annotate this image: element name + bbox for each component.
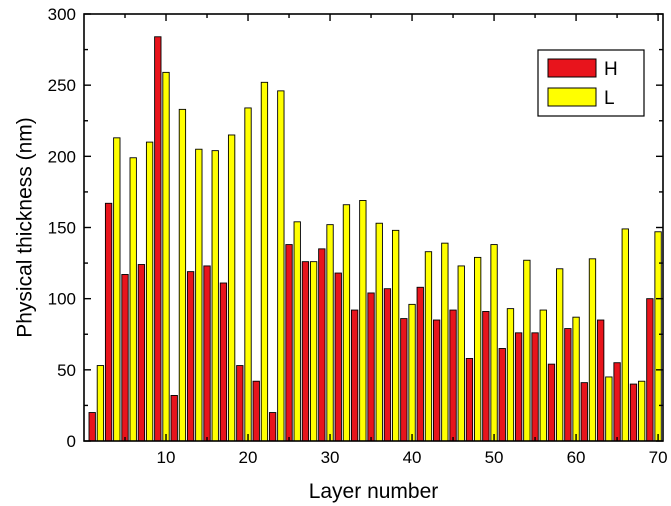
bar-l-layer-42	[424, 251, 433, 442]
bar-l-layer-20	[244, 107, 252, 442]
bar-l-layer-14	[195, 148, 203, 442]
bar-h-layer-25	[285, 244, 293, 442]
bar-h-layer-31	[334, 272, 342, 442]
bar-h-layer-55	[531, 332, 539, 442]
bar-h-layer-35	[367, 292, 375, 442]
bar-h-layer-5	[121, 274, 129, 442]
y-tick-label: 200	[48, 147, 76, 166]
bar-h-layer-15	[203, 265, 211, 442]
bar-l-layer-54	[523, 259, 531, 442]
bar-l-layer-68	[638, 380, 646, 442]
bar-h-layer-33	[350, 309, 359, 442]
bar-h-layer-19	[236, 365, 244, 442]
bar-l-layer-38	[391, 229, 400, 442]
bar-l-layer-4	[113, 137, 121, 442]
bar-h-layer-17	[219, 282, 228, 442]
bar-l-layer-40	[408, 303, 416, 442]
bar-l-layer-28	[309, 261, 318, 442]
y-tick-label: 150	[48, 219, 76, 238]
x-tick-label: 30	[321, 448, 340, 467]
bar-l-layer-12	[178, 108, 187, 442]
bar-l-layer-56	[539, 309, 547, 442]
bar-h-layer-29	[318, 248, 326, 442]
bar-l-layer-8	[145, 141, 154, 442]
bar-l-layer-50	[490, 244, 498, 442]
legend-swatch-l	[547, 87, 597, 107]
bar-l-layer-60	[572, 316, 580, 442]
bar-l-layer-62	[588, 258, 597, 442]
legend-label-h: H	[604, 59, 618, 80]
bar-l-layer-52	[506, 308, 515, 442]
x-tick-label: 10	[157, 448, 176, 467]
bar-l-layer-48	[474, 256, 482, 442]
bar-l-layer-66	[621, 228, 629, 442]
x-tick-label: 20	[239, 448, 258, 467]
bar-l-layer-34	[359, 200, 367, 442]
bar-h-layer-65	[613, 362, 621, 442]
bar-h-layer-45	[449, 309, 457, 442]
x-tick-label: 70	[649, 448, 668, 467]
bar-h-layer-49	[482, 311, 490, 442]
bar-l-layer-30	[326, 224, 334, 442]
bar-h-layer-37	[383, 288, 392, 442]
y-tick-label: 100	[48, 290, 76, 309]
bar-l-layer-24	[277, 90, 285, 442]
legend-swatch-h	[547, 58, 597, 78]
bar-h-layer-11	[170, 395, 178, 442]
legend: H L	[537, 49, 645, 117]
bar-h-layer-7	[137, 264, 146, 442]
bar-l-layer-32	[342, 204, 351, 442]
bar-h-layer-69	[646, 298, 654, 442]
bar-l-layer-46	[457, 265, 465, 442]
y-tick-label: 250	[48, 76, 76, 95]
bar-h-layer-43	[433, 319, 441, 442]
bar-h-layer-59	[564, 328, 572, 442]
bar-h-layer-9	[154, 36, 162, 442]
bar-l-layer-6	[129, 157, 137, 442]
bar-h-layer-1	[88, 412, 96, 442]
plot-frame	[83, 13, 664, 442]
bar-h-layer-67	[629, 383, 638, 442]
bar-h-layer-61	[580, 382, 588, 442]
bar-l-layer-22	[260, 81, 269, 442]
bar-l-layer-10	[162, 71, 170, 442]
bar-h-layer-21	[252, 380, 260, 442]
y-tick-label: 0	[67, 432, 76, 451]
y-tick-label: 300	[48, 5, 76, 24]
x-tick-label: 60	[567, 448, 586, 467]
x-axis-title: Layer number	[309, 480, 439, 503]
bar-l-layer-2	[96, 365, 105, 442]
bar-h-layer-63	[597, 319, 605, 442]
y-axis-title: Physical thickness (nm)	[13, 117, 36, 338]
bar-l-layer-64	[605, 376, 613, 442]
bar-l-layer-18	[227, 134, 236, 442]
bar-h-layer-41	[416, 286, 424, 442]
x-tick-label: 40	[403, 448, 422, 467]
ticks-layer: 0 50 100 150 200 250 300 10 20 30 40 50 60 70	[48, 5, 668, 467]
bar-h-layer-27	[301, 261, 310, 442]
bar-h-layer-3	[104, 202, 113, 442]
bar-l-layer-16	[211, 150, 219, 442]
bar-h-layer-53	[515, 332, 523, 442]
bar-h-layer-13	[186, 271, 195, 442]
bar-l-layer-58	[556, 268, 564, 442]
y-tick-label: 50	[57, 361, 76, 380]
bar-h-layer-57	[547, 363, 556, 442]
legend-label-l: L	[604, 88, 615, 109]
bar-l-layer-44	[441, 242, 449, 442]
x-tick-label: 50	[485, 448, 504, 467]
bar-l-layer-26	[293, 221, 301, 442]
bar-h-layer-47	[465, 358, 474, 442]
bar-h-layer-39	[400, 318, 408, 442]
bar-l-layer-36	[375, 222, 383, 442]
bar-h-layer-23	[268, 412, 277, 442]
bar-h-layer-51	[498, 348, 506, 442]
